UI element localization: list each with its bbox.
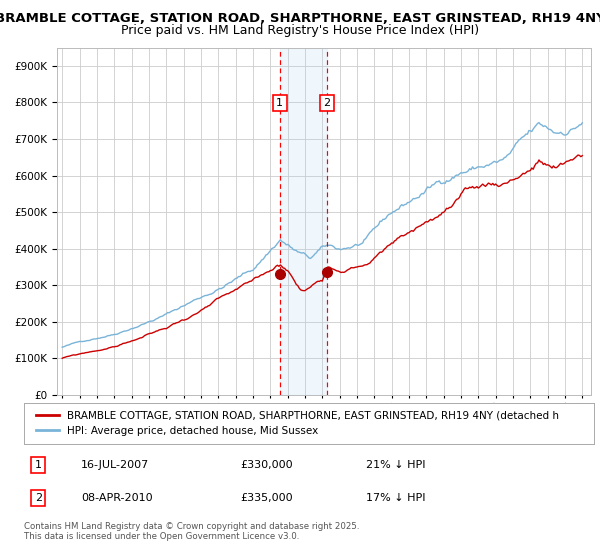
Text: 17% ↓ HPI: 17% ↓ HPI bbox=[366, 493, 425, 503]
Text: 21% ↓ HPI: 21% ↓ HPI bbox=[366, 460, 425, 470]
Text: 16-JUL-2007: 16-JUL-2007 bbox=[81, 460, 149, 470]
Text: Contains HM Land Registry data © Crown copyright and database right 2025.
This d: Contains HM Land Registry data © Crown c… bbox=[24, 522, 359, 542]
Bar bbox=[280, 48, 327, 395]
Text: 2: 2 bbox=[35, 493, 42, 503]
Text: 2: 2 bbox=[323, 98, 331, 108]
Legend: BRAMBLE COTTAGE, STATION ROAD, SHARPTHORNE, EAST GRINSTEAD, RH19 4NY (detached h: BRAMBLE COTTAGE, STATION ROAD, SHARPTHOR… bbox=[32, 407, 563, 440]
Text: Price paid vs. HM Land Registry's House Price Index (HPI): Price paid vs. HM Land Registry's House … bbox=[121, 24, 479, 37]
Text: 1: 1 bbox=[35, 460, 42, 470]
Text: 08-APR-2010: 08-APR-2010 bbox=[81, 493, 152, 503]
Text: £335,000: £335,000 bbox=[241, 493, 293, 503]
Text: 1: 1 bbox=[276, 98, 283, 108]
Text: £330,000: £330,000 bbox=[241, 460, 293, 470]
Text: BRAMBLE COTTAGE, STATION ROAD, SHARPTHORNE, EAST GRINSTEAD, RH19 4NY: BRAMBLE COTTAGE, STATION ROAD, SHARPTHOR… bbox=[0, 12, 600, 25]
